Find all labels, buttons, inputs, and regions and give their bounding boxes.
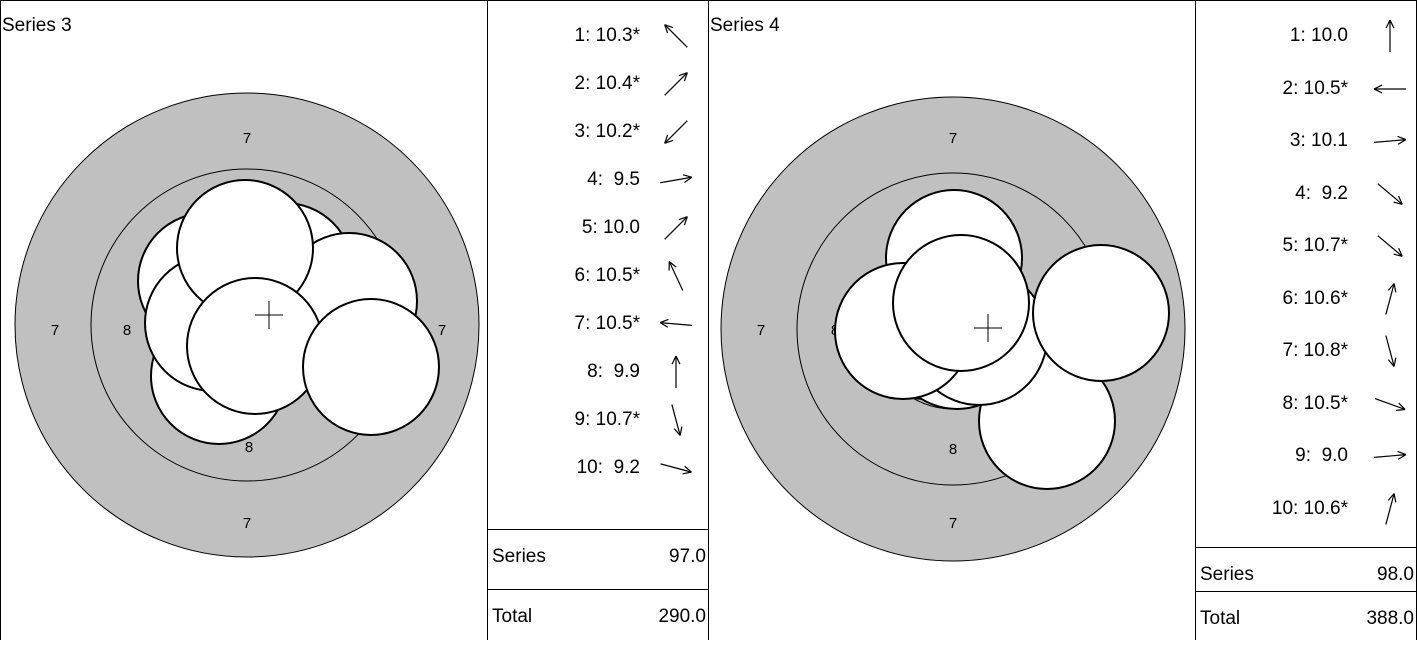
ring-label: 7 <box>243 515 251 532</box>
total-score-value: 290.0 <box>658 606 706 628</box>
shot-row: 2: 10.5* <box>1196 78 1416 112</box>
direction-arrow-icon <box>656 19 696 53</box>
shot-row: 2: 10.4* <box>488 73 708 107</box>
direction-arrow-icon <box>656 355 696 389</box>
shot-score: 8: 10.5* <box>1283 393 1349 415</box>
shot-row: 7: 10.8* <box>1196 340 1416 374</box>
shot-row: 3: 10.1 <box>1196 130 1416 164</box>
direction-arrow-icon <box>656 115 696 149</box>
direction-arrow-icon <box>656 403 696 437</box>
ring-label: 7 <box>757 322 765 339</box>
direction-arrow-icon <box>1370 19 1410 53</box>
shot-hole <box>893 235 1029 371</box>
direction-arrow-icon <box>656 211 696 245</box>
shot-score: 6: 10.6* <box>1283 288 1349 310</box>
series-title: Series 3 <box>2 15 72 37</box>
shot-row: 8: 10.5* <box>1196 393 1416 427</box>
direction-arrow-icon <box>1370 492 1410 526</box>
shot-hole <box>1033 245 1169 381</box>
shot-score: 2: 10.5* <box>1283 78 1349 100</box>
total-score-label: Total <box>1200 608 1240 630</box>
direction-arrow-icon <box>1370 124 1410 158</box>
ring-label: 7 <box>243 130 251 147</box>
shot-row: 1: 10.3* <box>488 25 708 59</box>
ring-label: 7 <box>949 515 957 532</box>
direction-arrow-icon <box>656 307 696 341</box>
shot-row: 4: 9.5 <box>488 169 708 203</box>
shot-score: 4: 9.5 <box>587 169 640 191</box>
shot-row: 9: 10.7* <box>488 409 708 443</box>
shot-row: 8: 9.9 <box>488 361 708 395</box>
shot-row: 1: 10.0 <box>1196 25 1416 59</box>
shot-hole <box>187 278 323 414</box>
shot-row: 6: 10.6* <box>1196 288 1416 322</box>
shot-score: 5: 10.0 <box>582 217 640 239</box>
shot-list-series-4: Series 98.0 Total 388.0 1: 10.0 2: 10.5* 3… <box>1195 0 1417 640</box>
shot-score: 3: 10.1 <box>1290 130 1348 152</box>
series-score-value: 97.0 <box>669 546 706 568</box>
total-score-label: Total <box>492 606 532 628</box>
shot-score: 9: 9.0 <box>1295 445 1348 467</box>
shot-row: 5: 10.7* <box>1196 235 1416 269</box>
shot-score: 7: 10.5* <box>575 313 641 335</box>
shot-score: 3: 10.2* <box>575 121 641 143</box>
shot-score: 5: 10.7* <box>1283 235 1349 257</box>
series-score-label: Series <box>1200 564 1254 586</box>
shot-score: 7: 10.8* <box>1283 340 1349 362</box>
ring-label: 7 <box>51 322 59 339</box>
shot-row: 10: 10.6* <box>1196 498 1416 532</box>
direction-arrow-icon <box>1370 334 1410 368</box>
ring-label: 8 <box>245 439 253 456</box>
shot-score: 9: 10.7* <box>575 409 641 431</box>
direction-arrow-icon <box>1370 282 1410 316</box>
shot-score: 2: 10.4* <box>575 73 641 95</box>
direction-arrow-icon <box>656 163 696 197</box>
total-score-row: Total 290.0 <box>488 589 708 649</box>
direction-arrow-icon <box>1370 72 1410 106</box>
shot-score: 10: 10.6* <box>1272 498 1348 520</box>
target-svg-series-4: 7 7 7 8 8 <box>709 1 1197 641</box>
shot-list-series-3: Series 97.0 Total 290.0 1: 10.3* 2: 10.4*… <box>487 0 709 640</box>
direction-arrow-icon <box>1370 439 1410 473</box>
ring-label: 7 <box>949 130 957 147</box>
shot-score: 8: 9.9 <box>587 361 640 383</box>
direction-arrow-icon <box>656 259 696 293</box>
series-score-label: Series <box>492 546 546 568</box>
ring-label: 7 <box>438 322 446 339</box>
direction-arrow-icon <box>1370 229 1410 263</box>
ring-label: 8 <box>123 322 131 339</box>
target-svg-series-3: 7 7 7 7 8 8 <box>1 1 489 641</box>
total-score-value: 388.0 <box>1366 608 1414 630</box>
target-panel-series-4: 7 7 7 8 8 Series 4 <box>708 0 1196 640</box>
shot-score: 1: 10.0 <box>1290 25 1348 47</box>
total-score-row: Total 388.0 <box>1196 591 1416 651</box>
target-panel-series-3: 7 7 7 7 8 8 Series 3 <box>0 0 488 640</box>
direction-arrow-icon <box>656 451 696 485</box>
shot-score: 1: 10.3* <box>575 25 641 47</box>
shot-row: 4: 9.2 <box>1196 183 1416 217</box>
shot-score: 6: 10.5* <box>575 265 641 287</box>
shot-row: 10: 9.2 <box>488 457 708 491</box>
direction-arrow-icon <box>656 67 696 101</box>
direction-arrow-icon <box>1370 177 1410 211</box>
series-title: Series 4 <box>710 15 780 37</box>
shot-row: 9: 9.0 <box>1196 445 1416 479</box>
shot-score: 4: 9.2 <box>1295 183 1348 205</box>
direction-arrow-icon <box>1370 387 1410 421</box>
shot-row: 7: 10.5* <box>488 313 708 347</box>
series-score-value: 98.0 <box>1377 564 1414 586</box>
shot-row: 5: 10.0 <box>488 217 708 251</box>
shot-row: 6: 10.5* <box>488 265 708 299</box>
shot-score: 10: 9.2 <box>577 457 640 479</box>
shot-hole <box>303 299 439 435</box>
ring-label: 8 <box>949 441 957 458</box>
shot-row: 3: 10.2* <box>488 121 708 155</box>
series-score-row: Series 97.0 <box>488 529 708 589</box>
